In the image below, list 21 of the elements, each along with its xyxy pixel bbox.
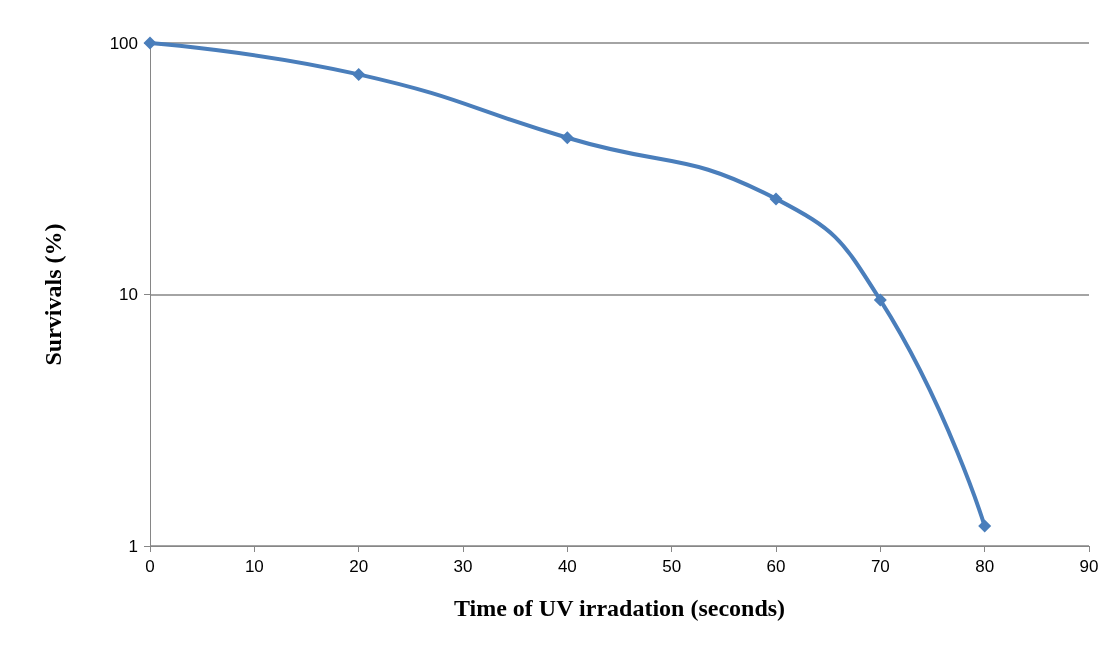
x-tick-label: 10 xyxy=(244,557,264,576)
x-tick-label: 50 xyxy=(662,557,682,576)
x-axis-title: Time of UV irradation (seconds) xyxy=(453,595,786,621)
point xyxy=(560,131,574,145)
point xyxy=(352,67,366,81)
x-tick-label: 30 xyxy=(453,557,473,576)
y-tick-label: 100 xyxy=(109,33,138,53)
y-tick-label: 10 xyxy=(119,285,138,304)
point xyxy=(873,293,887,307)
x-tick-label: 80 xyxy=(975,557,995,576)
x-tick-label: 70 xyxy=(870,557,890,576)
x-tick-label: 0 xyxy=(145,557,155,576)
x-tick-label: 60 xyxy=(766,557,786,576)
point xyxy=(978,519,992,533)
y-axis-title: Survivals (%) xyxy=(40,223,66,366)
point xyxy=(143,36,157,50)
y-tick-label: 1 xyxy=(128,536,138,556)
x-tick-label: 40 xyxy=(557,557,577,576)
x-tick-label: 20 xyxy=(349,557,369,576)
x-tick-label: 90 xyxy=(1079,557,1099,576)
point xyxy=(769,192,783,206)
